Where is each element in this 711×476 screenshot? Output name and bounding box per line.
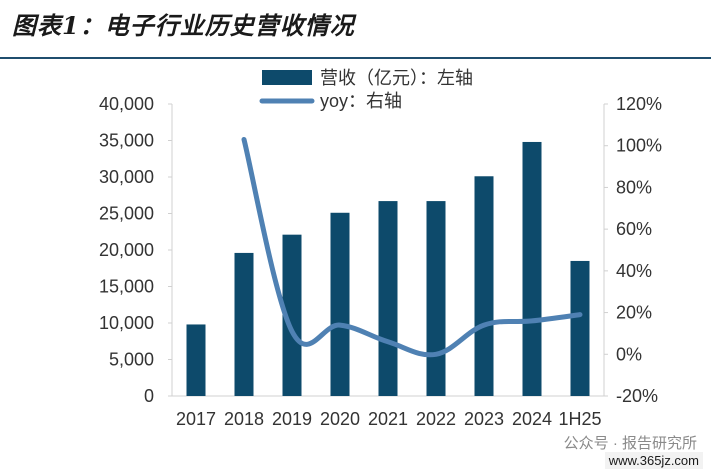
x-axis-category-label: 2017 bbox=[176, 409, 216, 429]
x-axis-category-label: 2023 bbox=[464, 409, 504, 429]
revenue-bar bbox=[426, 201, 446, 396]
right-axis-tick-label: 40% bbox=[616, 261, 652, 281]
left-axis-tick-label: 0 bbox=[144, 386, 154, 406]
x-axis-category-label: 2018 bbox=[224, 409, 264, 429]
right-axis-tick-label: 0% bbox=[616, 344, 642, 364]
left-axis-tick-label: 35,000 bbox=[99, 131, 154, 151]
revenue-bar bbox=[330, 212, 350, 396]
legend-label-revenue: 营收（亿元）：左轴 bbox=[320, 68, 473, 88]
x-axis-category-label: 2020 bbox=[320, 409, 360, 429]
watermark-site: www.365jz.com bbox=[604, 452, 703, 469]
right-axis-tick-label: 20% bbox=[616, 303, 652, 323]
watermark-account: 公众号 · 报告研究所 bbox=[563, 435, 697, 452]
x-axis-category-label: 1H25 bbox=[558, 409, 601, 429]
left-axis-tick-label: 15,000 bbox=[99, 277, 154, 297]
x-axis-category-label: 2022 bbox=[416, 409, 456, 429]
revenue-bar bbox=[378, 201, 398, 396]
right-axis-tick-label: 60% bbox=[616, 219, 652, 239]
figure-title: 图表1：电子行业历史营收情况 bbox=[12, 11, 355, 40]
x-axis-category-label: 2024 bbox=[512, 409, 552, 429]
revenue-bar bbox=[186, 324, 206, 396]
right-axis-tick-label: 80% bbox=[616, 177, 652, 197]
legend-swatch-revenue bbox=[262, 70, 312, 85]
x-axis-category-label: 2019 bbox=[272, 409, 312, 429]
revenue-bar bbox=[234, 252, 254, 396]
revenue-bar bbox=[522, 141, 542, 396]
left-axis-tick-label: 25,000 bbox=[99, 204, 154, 224]
yoy-line bbox=[241, 136, 583, 358]
left-axis-tick-label: 30,000 bbox=[99, 167, 154, 187]
revenue-bar bbox=[474, 176, 494, 396]
revenue-bar bbox=[570, 260, 590, 396]
left-axis-tick-label: 40,000 bbox=[99, 94, 154, 114]
left-axis-tick-label: 5,000 bbox=[109, 350, 154, 370]
x-axis-category-label: 2021 bbox=[368, 409, 408, 429]
left-axis-tick-label: 10,000 bbox=[99, 313, 154, 333]
right-axis-tick-label: -20% bbox=[616, 386, 658, 406]
revenue-bar bbox=[282, 234, 302, 396]
right-axis-tick-label: 120% bbox=[616, 94, 662, 114]
right-axis-tick-label: 100% bbox=[616, 136, 662, 156]
legend-label-yoy: yoy：右轴 bbox=[320, 91, 402, 111]
left-axis-tick-label: 20,000 bbox=[99, 240, 154, 260]
title-divider bbox=[0, 57, 711, 59]
